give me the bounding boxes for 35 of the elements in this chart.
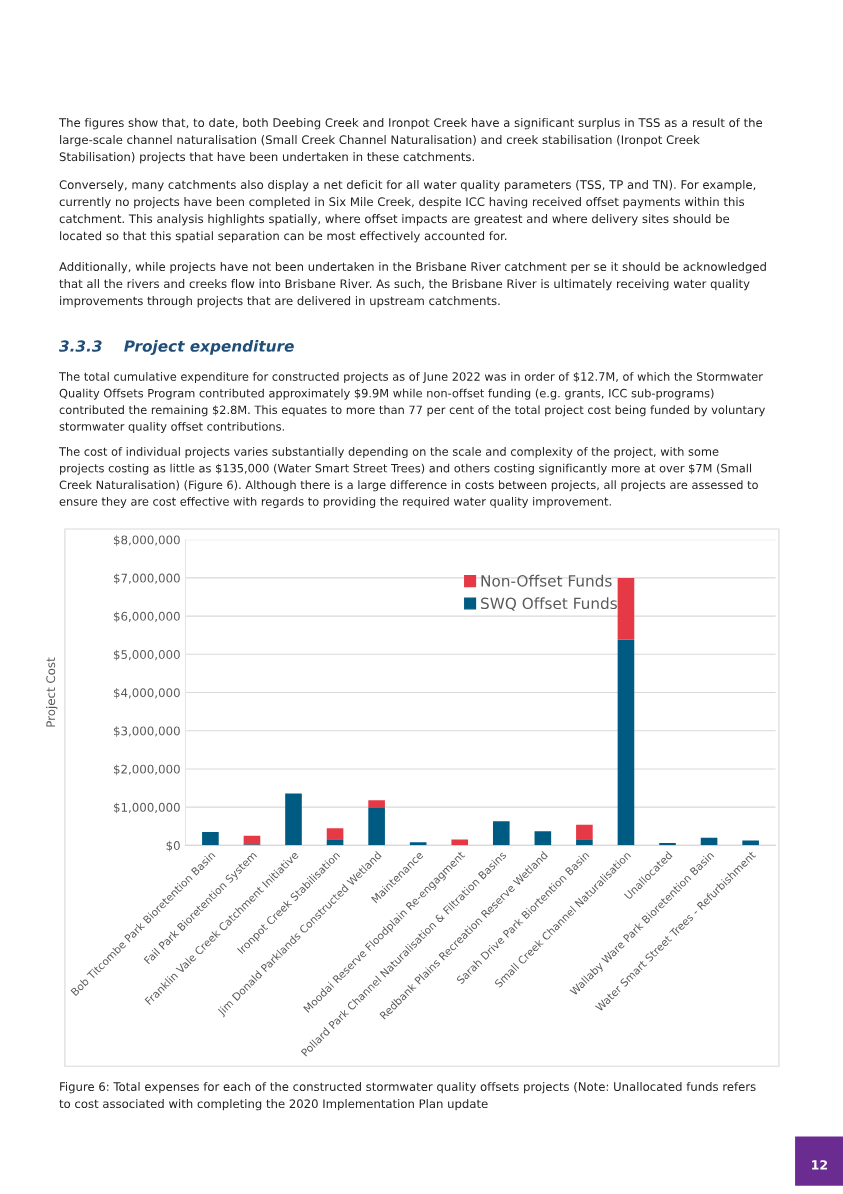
y-tick-label: $7,000,000 [113, 573, 180, 585]
legend-label: Non-Offset Funds [481, 574, 612, 587]
y-tick-label: $6,000,000 [113, 611, 180, 623]
bar [742, 840, 759, 846]
y-tick-label: $1,000,000 [113, 802, 180, 814]
y-tick-label: $8,000,000 [113, 535, 180, 546]
caption: Figure 6: Total expenses for each of the constructed stormwater quality offsets projects (Note: Unallocated funds refers to cost associated with completing the 2020 Implementation Plan update [59, 1082, 756, 1111]
bar [409, 842, 427, 846]
bar [368, 800, 385, 808]
bar [285, 793, 302, 846]
text: Additionally, while projects have not been undertaken in the Brisbane River catchment per se it should be acknowledged that all the rivers and creeks flow into Brisbane River. As such, the Brisbane River is ultimately receiving water quality improvements through projects that are delivered in upstream catchments. [59, 262, 766, 308]
bar [576, 839, 593, 846]
text: 12 [812, 1160, 828, 1170]
y-tick-label: $0 [166, 840, 180, 852]
bar [368, 807, 385, 846]
text: 3.3.3 Project expenditure [59, 340, 294, 355]
text: The total cumulative expenditure for constructed projects as of June 2022 was in order of $12.7M, of which the Stormwater Quality Offsets Program contributed approximately $9.9M while non-offset funding (e.g. grants, ICC sub-programs) contributed the remaining $2.8M. This equates to more than 77 per cent of the total project cost being funded by voluntary stormwater quality offset contributions. [58, 372, 766, 433]
text: The figures show that, to date, both Deebing Creek and Ironpot Creek have a significant surplus in TSS as a result of the large-scale channel naturalisation (Small Creek Channel Naturalisation) and creek stabilisation (Ironpot Creek Stabilisation) projects that have been undertaken in these catchments. [58, 118, 763, 164]
y-tick-label: $4,000,000 [113, 688, 180, 699]
bar [326, 828, 344, 840]
y-tick-label: $2,000,000 [113, 764, 180, 776]
bar [576, 824, 593, 840]
text: The cost of individual projects varies substantially depending on the scale and complexity of the project, with some projects costing as little as $135,000 (Water Smart Street Trees) and others costing significantly more at over $7M (Small Creek Naturalisation) (Figure 6). Although there is a large difference in costs between projects, all projects are assessed to ensure they are cost effective with regards to providing the required water quality improvement. [58, 447, 758, 508]
bar [326, 839, 344, 846]
y-axis-title: Project Cost [46, 657, 58, 727]
bar [617, 577, 635, 640]
y-tick-label: $3,000,000 [113, 726, 180, 737]
legend-label: SWQ Offset Funds [481, 597, 617, 611]
bar [492, 821, 510, 846]
text: Conversely, many catchments also display a net deficit for all water quality parameters (TSS, TP and TN). For example, currently no projects have been completed in Six Mile Creek, despite ICC having received offset payments within this catchment. This analysis highlights spatially, where offset impacts are greatest and where delivery sites should be located so that this spatial separation can be most effectively accounted for. [59, 180, 756, 243]
bar [534, 831, 552, 846]
bar [617, 639, 635, 846]
y-tick-label: $5,000,000 [113, 649, 180, 661]
bar [202, 831, 219, 846]
bar [243, 835, 261, 845]
